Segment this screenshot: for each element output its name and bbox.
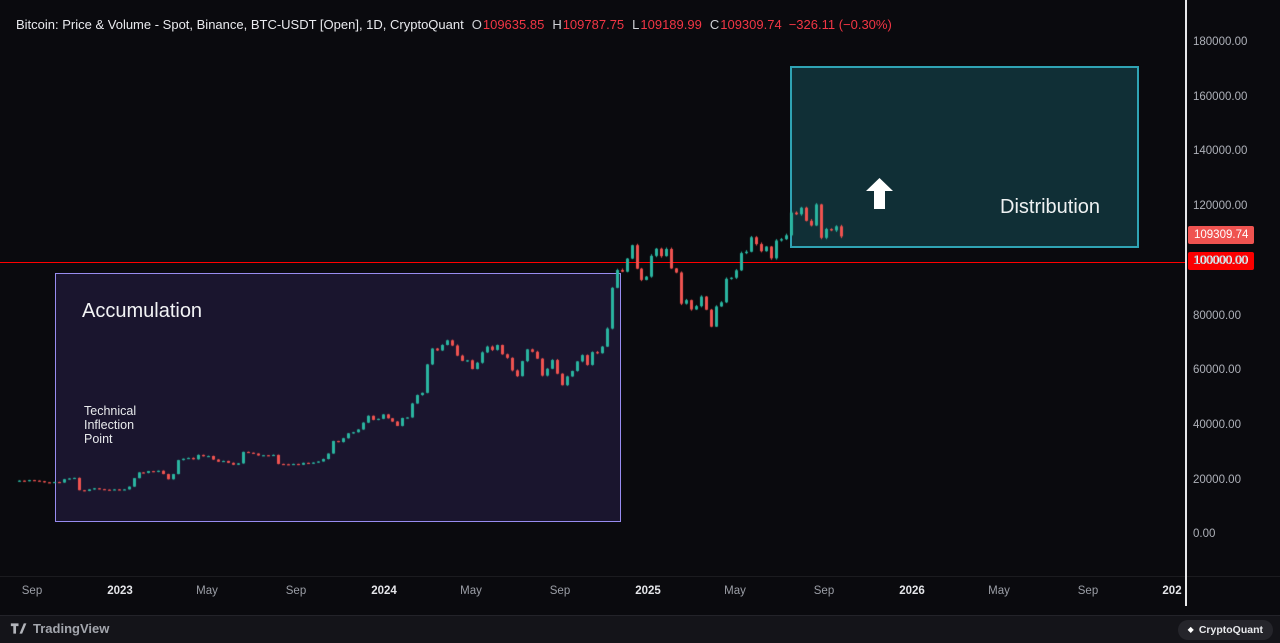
time-tick: May bbox=[988, 585, 1010, 597]
cryptoquant-badge[interactable]: ◆ CryptoQuant bbox=[1177, 620, 1273, 640]
open-value: 109635.85 bbox=[482, 17, 545, 32]
close-value: 109309.74 bbox=[720, 17, 782, 32]
tradingview-icon bbox=[10, 623, 27, 634]
candlestick-canvas[interactable] bbox=[0, 0, 1185, 576]
low-key: L bbox=[632, 17, 640, 32]
time-axis[interactable]: Sep 2023 May Sep 2024 May Sep 2025 May Sep 2026 May… bbox=[0, 576, 1280, 608]
price-tick: 160000.00 bbox=[1193, 90, 1248, 103]
price-tick: 80000.00 bbox=[1193, 309, 1241, 322]
time-tick: Sep bbox=[549, 585, 571, 597]
time-tick-year: 2024 bbox=[371, 585, 397, 597]
price-axis[interactable]: 109309.74 100000.00 180000.00 160000.00 14… bbox=[1187, 0, 1280, 576]
price-tick: 0.00 bbox=[1193, 528, 1216, 541]
time-tick-year: 202 bbox=[1162, 585, 1182, 597]
low-value: 109189.99 bbox=[640, 17, 702, 32]
chart-area[interactable]: Accumulation Technical Inflection Point … bbox=[0, 0, 1185, 576]
time-tick-year: 2026 bbox=[899, 585, 925, 597]
alert-price-label: 100000.00 bbox=[1188, 251, 1255, 270]
chart-title: Bitcoin: Price & Volume - Spot, Binance,… bbox=[16, 17, 464, 32]
price-tick: 140000.00 bbox=[1193, 145, 1248, 158]
price-tick: 40000.00 bbox=[1193, 418, 1241, 431]
cryptoquant-icon: ◆ bbox=[1187, 625, 1194, 634]
footer-bar: TradingView ◆ CryptoQuant bbox=[0, 615, 1280, 643]
price-tick: 60000.00 bbox=[1193, 364, 1241, 377]
tradingview-logo[interactable]: TradingView bbox=[10, 620, 109, 637]
current-price-label: 109309.74 bbox=[1188, 226, 1255, 245]
close-key: C bbox=[709, 17, 720, 32]
high-key: H bbox=[552, 17, 562, 32]
price-tick: 100000.00 bbox=[1193, 254, 1248, 267]
price-tick: 120000.00 bbox=[1193, 200, 1248, 213]
high-value: 109787.75 bbox=[562, 17, 625, 32]
time-tick: Sep bbox=[285, 585, 307, 597]
up-arrow-icon[interactable] bbox=[866, 178, 893, 209]
chart-legend: Bitcoin: Price & Volume - Spot, Binance,… bbox=[16, 17, 892, 32]
time-tick-year: 2025 bbox=[635, 585, 661, 597]
open-key: O bbox=[471, 17, 482, 32]
time-tick: May bbox=[460, 585, 482, 597]
time-tick: May bbox=[196, 585, 218, 597]
price-tick: 20000.00 bbox=[1193, 473, 1241, 486]
time-tick: May bbox=[724, 585, 746, 597]
price-tick: 180000.00 bbox=[1193, 36, 1248, 49]
cryptoquant-label: CryptoQuant bbox=[1198, 624, 1263, 636]
time-tick: Sep bbox=[813, 585, 835, 597]
time-tick: Sep bbox=[21, 585, 43, 597]
change-value: −326.11 (−0.30%) bbox=[788, 17, 892, 32]
price-axis-border bbox=[1185, 0, 1187, 606]
time-tick: Sep bbox=[1077, 585, 1099, 597]
time-tick-year: 2023 bbox=[107, 585, 133, 597]
tradingview-label: TradingView bbox=[33, 621, 110, 636]
